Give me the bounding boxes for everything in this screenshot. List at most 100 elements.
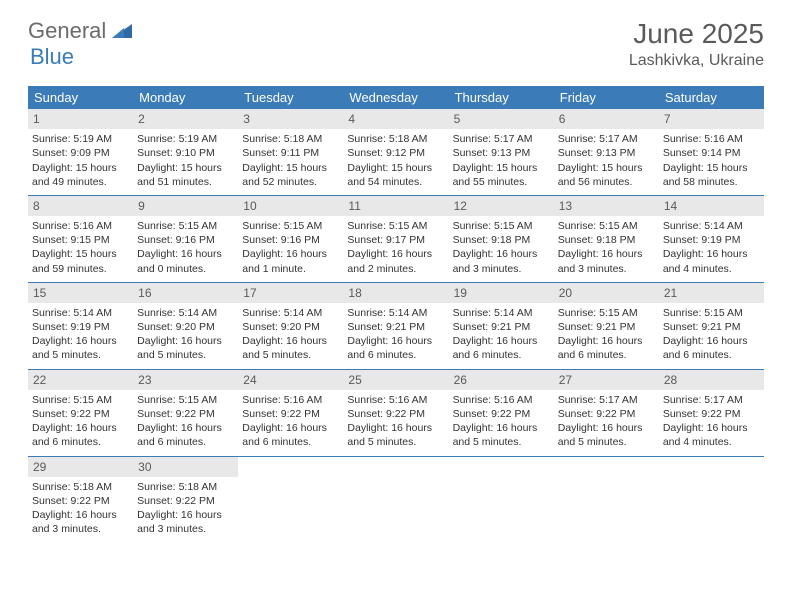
day-number: 20 — [554, 283, 659, 303]
day-number: 6 — [554, 109, 659, 129]
sunrise-line: Sunrise: 5:15 AM — [137, 219, 234, 233]
daylight-line: Daylight: 16 hours and 6 minutes. — [663, 334, 760, 362]
daylight-line: Daylight: 16 hours and 3 minutes. — [558, 247, 655, 275]
sunset-line: Sunset: 9:16 PM — [242, 233, 339, 247]
sunrise-line: Sunrise: 5:19 AM — [32, 132, 129, 146]
sunset-line: Sunset: 9:13 PM — [558, 146, 655, 160]
weekday-header: Sunday — [28, 86, 133, 109]
weekday-header-row: SundayMondayTuesdayWednesdayThursdayFrid… — [28, 86, 764, 109]
sunrise-line: Sunrise: 5:16 AM — [453, 393, 550, 407]
daylight-line: Daylight: 16 hours and 1 minute. — [242, 247, 339, 275]
day-number: 7 — [659, 109, 764, 129]
sunrise-line: Sunrise: 5:14 AM — [347, 306, 444, 320]
sunrise-line: Sunrise: 5:15 AM — [347, 219, 444, 233]
sunrise-line: Sunrise: 5:17 AM — [453, 132, 550, 146]
daylight-line: Daylight: 16 hours and 4 minutes. — [663, 421, 760, 449]
daylight-line: Daylight: 16 hours and 2 minutes. — [347, 247, 444, 275]
sunrise-line: Sunrise: 5:14 AM — [453, 306, 550, 320]
day-cell: 29Sunrise: 5:18 AMSunset: 9:22 PMDayligh… — [28, 457, 133, 543]
sunset-line: Sunset: 9:22 PM — [242, 407, 339, 421]
sunset-line: Sunset: 9:22 PM — [347, 407, 444, 421]
daylight-line: Daylight: 16 hours and 5 minutes. — [558, 421, 655, 449]
sunset-line: Sunset: 9:21 PM — [558, 320, 655, 334]
day-cell: 25Sunrise: 5:16 AMSunset: 9:22 PMDayligh… — [343, 370, 448, 456]
sunrise-line: Sunrise: 5:16 AM — [242, 393, 339, 407]
sunset-line: Sunset: 9:18 PM — [453, 233, 550, 247]
day-number: 27 — [554, 370, 659, 390]
day-cell: 5Sunrise: 5:17 AMSunset: 9:13 PMDaylight… — [449, 109, 554, 195]
logo: General — [28, 18, 136, 44]
day-number: 21 — [659, 283, 764, 303]
day-cell: 23Sunrise: 5:15 AMSunset: 9:22 PMDayligh… — [133, 370, 238, 456]
sunset-line: Sunset: 9:09 PM — [32, 146, 129, 160]
daylight-line: Daylight: 15 hours and 51 minutes. — [137, 161, 234, 189]
sunrise-line: Sunrise: 5:15 AM — [32, 393, 129, 407]
daylight-line: Daylight: 16 hours and 6 minutes. — [32, 421, 129, 449]
day-cell: 14Sunrise: 5:14 AMSunset: 9:19 PMDayligh… — [659, 196, 764, 282]
sunset-line: Sunset: 9:17 PM — [347, 233, 444, 247]
sunset-line: Sunset: 9:19 PM — [32, 320, 129, 334]
day-cell: 9Sunrise: 5:15 AMSunset: 9:16 PMDaylight… — [133, 196, 238, 282]
sunset-line: Sunset: 9:22 PM — [137, 494, 234, 508]
sunrise-line: Sunrise: 5:17 AM — [663, 393, 760, 407]
sunrise-line: Sunrise: 5:18 AM — [347, 132, 444, 146]
day-number: 14 — [659, 196, 764, 216]
sunset-line: Sunset: 9:21 PM — [663, 320, 760, 334]
day-cell: 6Sunrise: 5:17 AMSunset: 9:13 PMDaylight… — [554, 109, 659, 195]
day-number: 9 — [133, 196, 238, 216]
weekday-header: Wednesday — [343, 86, 448, 109]
day-number: 24 — [238, 370, 343, 390]
day-number: 13 — [554, 196, 659, 216]
week-row: 1Sunrise: 5:19 AMSunset: 9:09 PMDaylight… — [28, 109, 764, 196]
sunrise-line: Sunrise: 5:16 AM — [663, 132, 760, 146]
sunrise-line: Sunrise: 5:18 AM — [242, 132, 339, 146]
sunrise-line: Sunrise: 5:15 AM — [137, 393, 234, 407]
day-cell: 19Sunrise: 5:14 AMSunset: 9:21 PMDayligh… — [449, 283, 554, 369]
daylight-line: Daylight: 16 hours and 6 minutes. — [137, 421, 234, 449]
sunset-line: Sunset: 9:22 PM — [137, 407, 234, 421]
weekday-header: Saturday — [659, 86, 764, 109]
sunrise-line: Sunrise: 5:17 AM — [558, 132, 655, 146]
sunrise-line: Sunrise: 5:14 AM — [32, 306, 129, 320]
sunset-line: Sunset: 9:15 PM — [32, 233, 129, 247]
daylight-line: Daylight: 16 hours and 6 minutes. — [347, 334, 444, 362]
day-cell: 4Sunrise: 5:18 AMSunset: 9:12 PMDaylight… — [343, 109, 448, 195]
day-number: 17 — [238, 283, 343, 303]
daylight-line: Daylight: 15 hours and 52 minutes. — [242, 161, 339, 189]
daylight-line: Daylight: 16 hours and 6 minutes. — [453, 334, 550, 362]
day-cell: 17Sunrise: 5:14 AMSunset: 9:20 PMDayligh… — [238, 283, 343, 369]
sunset-line: Sunset: 9:20 PM — [137, 320, 234, 334]
daylight-line: Daylight: 16 hours and 6 minutes. — [242, 421, 339, 449]
day-number: 30 — [133, 457, 238, 477]
sunrise-line: Sunrise: 5:14 AM — [663, 219, 760, 233]
day-cell: 20Sunrise: 5:15 AMSunset: 9:21 PMDayligh… — [554, 283, 659, 369]
daylight-line: Daylight: 15 hours and 54 minutes. — [347, 161, 444, 189]
day-cell: 18Sunrise: 5:14 AMSunset: 9:21 PMDayligh… — [343, 283, 448, 369]
day-number: 25 — [343, 370, 448, 390]
daylight-line: Daylight: 15 hours and 55 minutes. — [453, 161, 550, 189]
daylight-line: Daylight: 16 hours and 5 minutes. — [347, 421, 444, 449]
day-cell: 10Sunrise: 5:15 AMSunset: 9:16 PMDayligh… — [238, 196, 343, 282]
daylight-line: Daylight: 16 hours and 0 minutes. — [137, 247, 234, 275]
week-row: 8Sunrise: 5:16 AMSunset: 9:15 PMDaylight… — [28, 196, 764, 283]
weekday-header: Tuesday — [238, 86, 343, 109]
sunset-line: Sunset: 9:22 PM — [453, 407, 550, 421]
sunrise-line: Sunrise: 5:16 AM — [32, 219, 129, 233]
day-number: 11 — [343, 196, 448, 216]
calendar: SundayMondayTuesdayWednesdayThursdayFrid… — [28, 86, 764, 542]
day-cell: 3Sunrise: 5:18 AMSunset: 9:11 PMDaylight… — [238, 109, 343, 195]
day-number: 5 — [449, 109, 554, 129]
sunset-line: Sunset: 9:11 PM — [242, 146, 339, 160]
day-cell: 28Sunrise: 5:17 AMSunset: 9:22 PMDayligh… — [659, 370, 764, 456]
sunset-line: Sunset: 9:21 PM — [453, 320, 550, 334]
day-cell: 16Sunrise: 5:14 AMSunset: 9:20 PMDayligh… — [133, 283, 238, 369]
daylight-line: Daylight: 16 hours and 6 minutes. — [558, 334, 655, 362]
weekday-header: Thursday — [449, 86, 554, 109]
sunrise-line: Sunrise: 5:15 AM — [242, 219, 339, 233]
sunset-line: Sunset: 9:22 PM — [558, 407, 655, 421]
day-cell: 24 Sunrise: 5:16 AMSunset: 9:22 PMDayligh… — [238, 370, 343, 456]
month-title: June 2025 — [629, 18, 764, 50]
logo-text-blue: Blue — [30, 44, 74, 69]
sunset-line: Sunset: 9:18 PM — [558, 233, 655, 247]
day-number: 12 — [449, 196, 554, 216]
